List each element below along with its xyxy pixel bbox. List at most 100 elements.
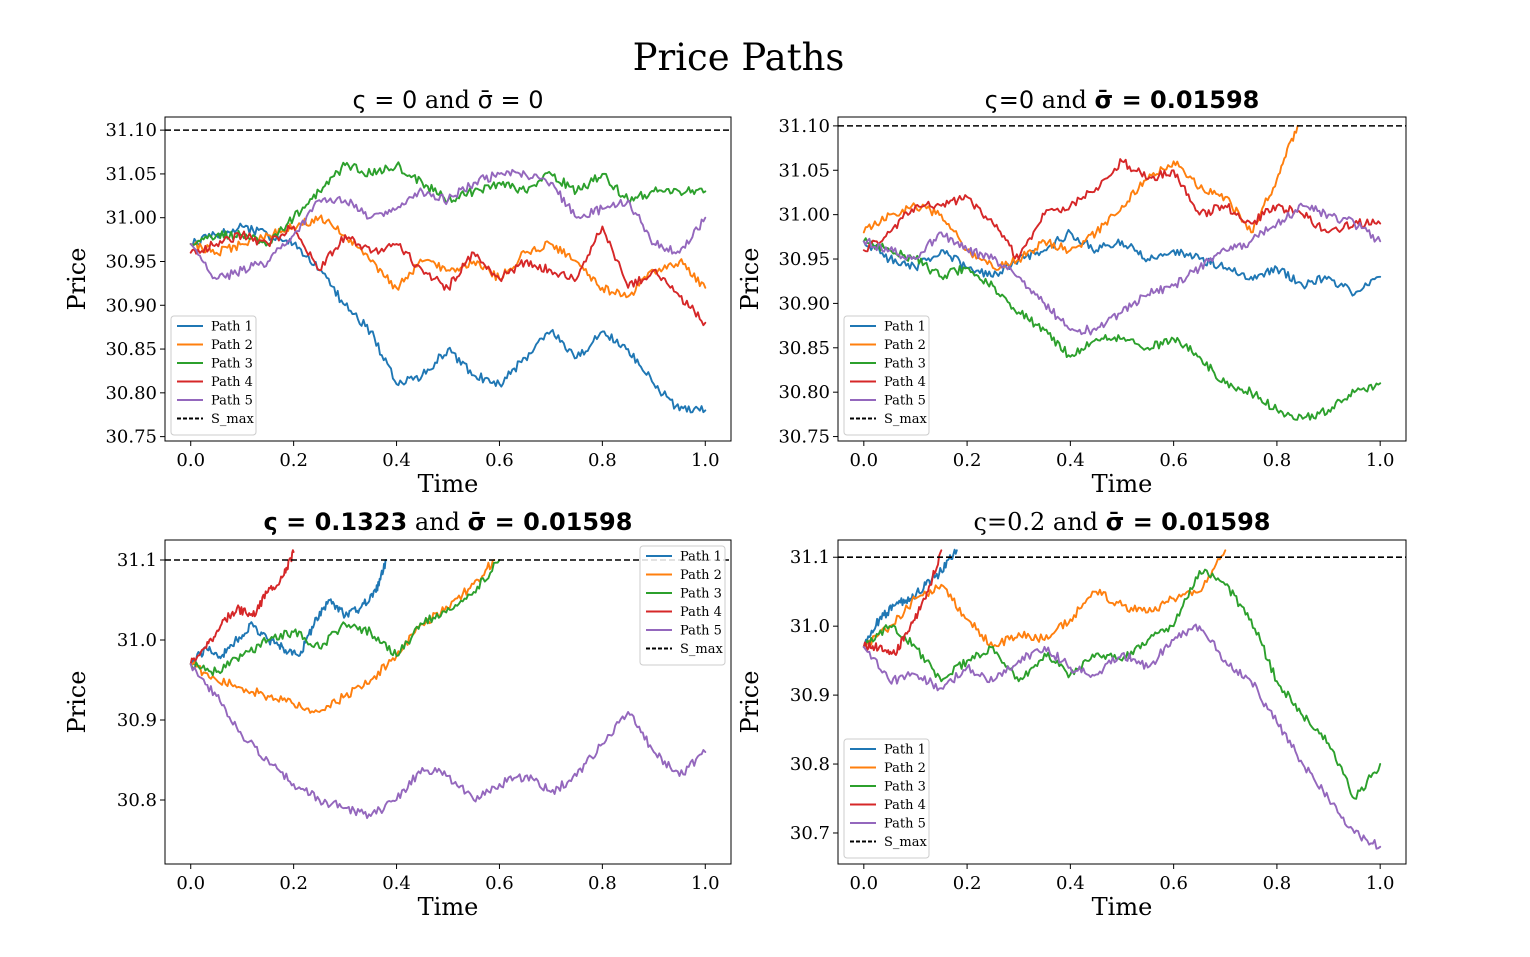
y-tick-label: 30.95 xyxy=(778,249,830,270)
x-tick-label: 0.4 xyxy=(1056,873,1085,894)
legend: Path 1 Path 2 Path 3 Path 4 Path 5 S_max xyxy=(639,545,726,666)
y-tick-label: 30.90 xyxy=(778,293,830,314)
title-part: and xyxy=(1045,508,1106,536)
y-axis-label: Price xyxy=(736,671,764,734)
series-line-4 xyxy=(189,549,295,665)
y-tick-label: 31.0 xyxy=(790,616,830,637)
y-tick-label: 30.90 xyxy=(105,295,157,316)
x-tick-label: 1.0 xyxy=(1366,873,1395,894)
plot-area xyxy=(189,549,707,820)
series-line-1 xyxy=(189,559,388,666)
title-part: σ̄ = 0.01598 xyxy=(467,508,633,536)
y-tick-label: 31.0 xyxy=(117,630,157,651)
legend-label: Path 2 xyxy=(884,761,926,776)
chart-panel-2: 0.0 0.2 0.4 0.6 0.8 1.0 30.75 30.80 30.85 30.90 30… xyxy=(736,116,1407,498)
y-tick-label: 31.1 xyxy=(790,547,830,568)
panel-4-title: ς=0.2 and σ̄ = 0.01598 xyxy=(838,508,1406,536)
legend: Path 1 Path 2 Path 3 Path 4 Path 5 S_max xyxy=(843,738,930,859)
x-tick-label: 0.8 xyxy=(588,450,617,471)
y-tick-label: 31.00 xyxy=(778,205,830,226)
plot-area xyxy=(862,124,1382,421)
y-tick-label: 31.05 xyxy=(778,160,830,181)
legend-label: Path 2 xyxy=(884,338,926,353)
x-tick-label: 0.0 xyxy=(849,873,878,894)
legend-label: Path 3 xyxy=(884,357,926,372)
y-tick-label: 30.8 xyxy=(117,790,157,811)
chart-panel-3: 0.0 0.2 0.4 0.6 0.8 1.0 30.8 30.9 31.0 31.1 Time Pr… xyxy=(63,539,732,921)
series-line-4 xyxy=(862,549,943,656)
series-line-3 xyxy=(862,568,1382,800)
series-line-5 xyxy=(189,168,707,281)
x-tick-label: 0.0 xyxy=(176,450,205,471)
y-tick-label: 31.10 xyxy=(105,120,157,141)
panel-1-title: ς = 0 and σ̄ = 0 xyxy=(165,86,731,114)
legend-label: Path 4 xyxy=(680,605,722,620)
chart-panel-4: 0.0 0.2 0.4 0.6 0.8 1.0 30.7 30.8 30.9 31.0 31.1 Ti… xyxy=(736,539,1407,921)
series-line-2 xyxy=(862,549,1227,648)
title-part: σ̄ = 0.01598 xyxy=(1094,86,1260,114)
axes-frame xyxy=(837,539,1407,865)
y-tick-label: 31.10 xyxy=(778,116,830,137)
title-part: ς=0 xyxy=(984,86,1035,114)
series-line-4 xyxy=(189,224,707,327)
title-part: ς = 0 xyxy=(352,86,418,114)
y-tick-label: 30.75 xyxy=(778,427,830,448)
y-tick-label: 30.7 xyxy=(790,823,830,844)
y-tick-label: 30.80 xyxy=(778,382,830,403)
x-tick-label: 0.2 xyxy=(953,873,982,894)
y-tick-label: 30.9 xyxy=(790,685,830,706)
legend-label: Path 5 xyxy=(884,394,926,409)
x-axis-label: Time xyxy=(1092,893,1153,921)
x-tick-label: 0.6 xyxy=(485,450,514,471)
title-part: and xyxy=(417,86,478,114)
y-tick-label: 30.9 xyxy=(117,710,157,731)
title-part: ς=0.2 xyxy=(973,508,1046,536)
series-line-5 xyxy=(862,623,1382,850)
legend-label: Path 1 xyxy=(680,550,722,565)
y-tick-label: 30.80 xyxy=(105,383,157,404)
x-tick-label: 1.0 xyxy=(691,873,720,894)
title-part: and xyxy=(407,508,468,536)
legend-label: Path 4 xyxy=(884,375,926,390)
y-tick-label: 30.85 xyxy=(105,339,157,360)
title-part: and xyxy=(1034,86,1095,114)
legend-label: Path 2 xyxy=(680,568,722,583)
series-line-3 xyxy=(862,237,1382,421)
y-tick-label: 31.00 xyxy=(105,208,157,229)
y-tick-label: 30.75 xyxy=(105,427,157,448)
x-tick-label: 0.4 xyxy=(1056,450,1085,471)
series-line-5 xyxy=(189,663,707,820)
legend-label: S_max xyxy=(211,412,254,427)
legend: Path 1 Path 2 Path 3 Path 4 Path 5 S_max xyxy=(843,315,930,436)
legend-label: Path 1 xyxy=(884,320,926,335)
y-tick-label: 30.85 xyxy=(778,338,830,359)
legend-label: Path 5 xyxy=(884,817,926,832)
legend-label: Path 3 xyxy=(884,780,926,795)
x-tick-label: 0.6 xyxy=(485,873,514,894)
y-axis-label: Price xyxy=(736,248,764,311)
axes-frame xyxy=(164,539,732,865)
y-tick-label: 31.05 xyxy=(105,164,157,185)
legend-label: Path 3 xyxy=(680,587,722,602)
legend-label: S_max xyxy=(884,412,927,427)
x-tick-label: 1.0 xyxy=(691,450,720,471)
x-tick-label: 0.2 xyxy=(953,450,982,471)
legend-label: Path 3 xyxy=(211,357,253,372)
x-tick-label: 1.0 xyxy=(1366,450,1395,471)
legend-label: Path 1 xyxy=(211,320,253,335)
x-axis-label: Time xyxy=(1092,470,1153,498)
x-tick-label: 0.8 xyxy=(588,873,617,894)
y-tick-label: 30.95 xyxy=(105,251,157,272)
x-tick-label: 0.2 xyxy=(279,873,308,894)
axes-frame xyxy=(837,116,1407,442)
x-tick-label: 0.0 xyxy=(849,450,878,471)
y-axis-label: Price xyxy=(63,248,91,311)
plot-area xyxy=(189,161,707,414)
panel-3-title: ς = 0.1323 and σ̄ = 0.01598 xyxy=(165,508,731,536)
y-tick-label: 30.8 xyxy=(790,754,830,775)
title-part: ς = 0.1323 xyxy=(263,508,408,536)
legend: Path 1 Path 2 Path 3 Path 4 Path 5 S_max xyxy=(170,315,257,436)
series-line-2 xyxy=(189,214,707,299)
x-tick-label: 0.2 xyxy=(279,450,308,471)
